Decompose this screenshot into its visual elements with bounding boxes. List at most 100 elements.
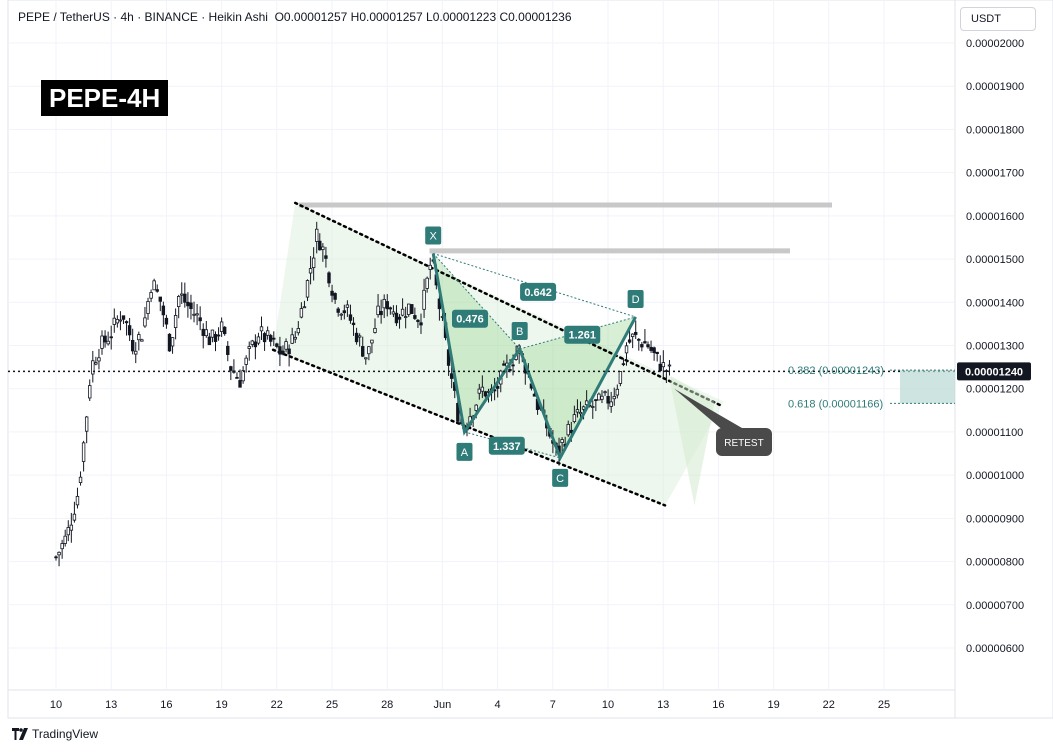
- candle-body: [407, 303, 411, 315]
- candle-body: [75, 495, 80, 506]
- candle-body: [299, 308, 304, 318]
- candle-body: [630, 333, 635, 338]
- candle-body: [345, 304, 350, 308]
- candle-body: [410, 304, 414, 314]
- x-tick-label: 10: [50, 699, 62, 711]
- candle-body: [357, 335, 362, 338]
- tradingview-brand-text: TradingView: [32, 727, 99, 741]
- candle-body: [367, 346, 371, 355]
- candle-body: [382, 298, 386, 309]
- candle-body: [502, 363, 506, 366]
- pattern-point-label: A: [461, 447, 469, 459]
- y-tick-label: 0.00000900: [966, 513, 1024, 525]
- candle-body: [449, 373, 454, 379]
- candle-body: [646, 344, 650, 348]
- y-tick-label: 0.00001700: [966, 168, 1024, 180]
- candle-body: [293, 336, 297, 340]
- pattern-point-label: X: [430, 230, 438, 242]
- y-tick-label: 0.00001200: [966, 384, 1024, 396]
- candle-body: [60, 543, 64, 550]
- candle-body: [109, 336, 113, 339]
- candle-body: [624, 345, 629, 354]
- currency-button[interactable]: USDT: [960, 7, 1036, 31]
- candle-body: [173, 315, 178, 328]
- candle-body: [480, 386, 485, 392]
- x-tick-label: 13: [105, 699, 117, 711]
- candle-body: [560, 439, 564, 444]
- x-tick-label: 4: [495, 699, 501, 711]
- candle-body: [339, 313, 343, 316]
- pattern-point-label: C: [556, 473, 564, 485]
- candle-body: [667, 364, 672, 367]
- candle-body: [609, 401, 613, 407]
- candle-body: [413, 315, 417, 319]
- candle-body: [351, 322, 356, 326]
- x-tick-label: 22: [271, 699, 283, 711]
- pattern-point-box: [425, 226, 442, 245]
- y-tick-label: 0.00000700: [966, 600, 1024, 612]
- candle-body: [269, 335, 273, 342]
- pattern-point-box: [627, 289, 644, 308]
- candle-body: [603, 391, 607, 394]
- candle-body: [364, 357, 368, 360]
- candle-body: [388, 307, 393, 310]
- candle-body: [213, 334, 218, 342]
- channel-upper-line: [293, 201, 724, 408]
- ratio-label: 1.337: [493, 441, 521, 453]
- x-tick-label: 13: [657, 699, 669, 711]
- candle-body: [121, 315, 126, 320]
- candle-body: [379, 310, 383, 316]
- candle-body: [655, 351, 659, 355]
- tradingview-brand[interactable]: TradingView: [12, 727, 98, 741]
- candle-body: [591, 406, 595, 408]
- candle-body: [170, 337, 175, 347]
- candle-body: [483, 391, 488, 397]
- x-tick-label: 10: [602, 699, 614, 711]
- candle-body: [155, 289, 159, 292]
- candle-body: [318, 240, 322, 251]
- candle-body: [618, 371, 623, 384]
- candle-body: [57, 551, 61, 556]
- candle-body: [186, 301, 190, 307]
- candle-body: [400, 308, 405, 316]
- candle-body: [216, 334, 221, 337]
- candle-body: [106, 340, 110, 345]
- y-tick-label: 0.00001300: [966, 341, 1024, 353]
- symbol-name[interactable]: PEPE / TetherUS: [18, 10, 110, 24]
- candle-body: [198, 317, 202, 322]
- candle-body: [287, 348, 291, 355]
- candle-body: [226, 345, 230, 355]
- pattern-point-box: [456, 442, 473, 461]
- candle-body: [207, 336, 212, 346]
- candle-body: [597, 393, 601, 401]
- candle-body: [112, 317, 116, 325]
- candle-body: [477, 388, 481, 394]
- x-tick-label: 19: [767, 699, 779, 711]
- candle-body: [235, 376, 239, 379]
- candle-body: [137, 334, 141, 341]
- interval-label[interactable]: 4h: [120, 10, 134, 24]
- candle-body: [78, 476, 83, 483]
- candle-body: [324, 255, 328, 259]
- candle-body: [336, 308, 340, 313]
- candle-body: [403, 316, 408, 318]
- candle-body: [376, 305, 380, 316]
- pattern-diagonal: [433, 252, 636, 318]
- ratio-box: [520, 282, 557, 301]
- candle-body: [143, 317, 147, 327]
- candle-body: [327, 272, 331, 284]
- ratio-label: 0.476: [456, 314, 484, 326]
- candle-body: [342, 310, 347, 314]
- candle-body: [612, 395, 616, 400]
- candle-body: [456, 403, 460, 422]
- candle-body: [91, 360, 95, 375]
- candle-body: [652, 347, 656, 354]
- candle-body: [127, 325, 132, 336]
- candle-body: [333, 293, 337, 300]
- candle-body: [229, 366, 233, 371]
- candle-body: [84, 416, 89, 432]
- x-tick-label: 7: [550, 699, 556, 711]
- candle-body: [259, 326, 264, 332]
- ohlc-readout: O0.00001257 H0.00001257 L0.00001223 C0.0…: [274, 10, 572, 24]
